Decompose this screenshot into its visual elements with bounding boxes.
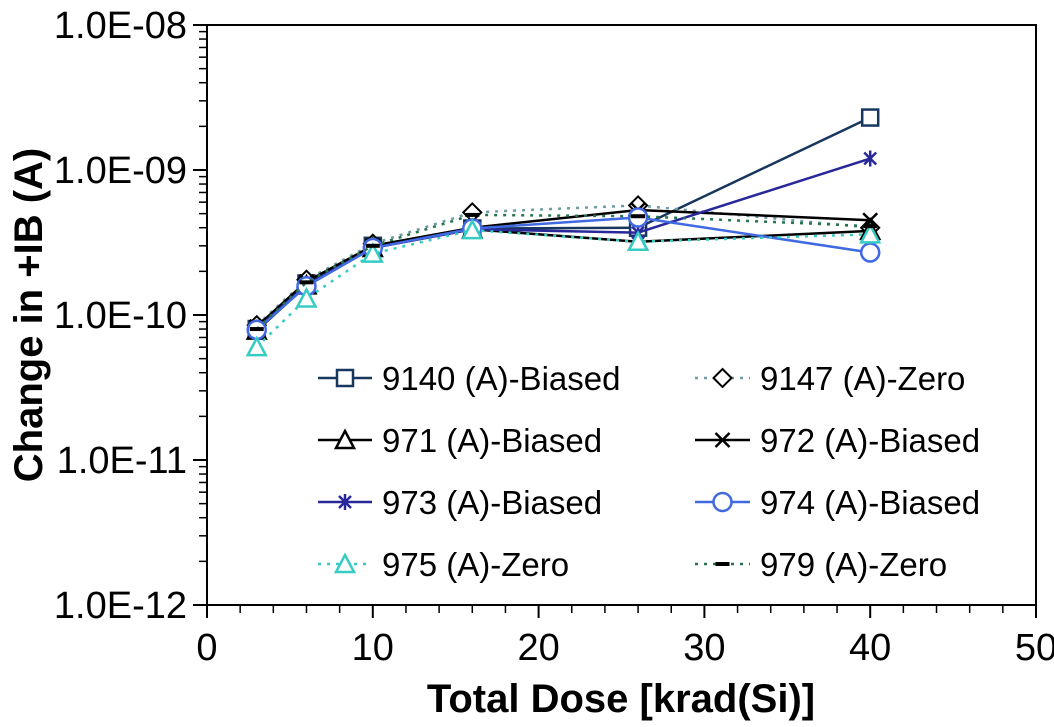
- series-line: [255, 157, 871, 330]
- legend-label: 9140 (A)-Biased: [382, 360, 620, 397]
- legend-item-979: 979 (A)-Zero: [695, 546, 947, 583]
- x-axis-title: Total Dose [krad(Si)]: [427, 677, 815, 721]
- legend-label: 974 (A)-Biased: [760, 484, 980, 521]
- marker-circle: [859, 242, 881, 263]
- marker-square: [860, 108, 880, 127]
- marker-triangle: [461, 218, 484, 240]
- series-line: [255, 213, 871, 330]
- y-tick-label: 1.0E-08: [54, 5, 187, 47]
- marker-square: [335, 368, 355, 388]
- marker-triangle: [245, 335, 268, 357]
- legend-item-9147: 9147 (A)-Zero: [695, 360, 965, 397]
- y-tick-label: 1.0E-10: [54, 295, 187, 337]
- y-axis-title: Change in +IB (A): [7, 148, 51, 482]
- x-tick-label: 40: [849, 627, 891, 669]
- legend-label: 975 (A)-Zero: [382, 546, 569, 583]
- legend-label: 979 (A)-Zero: [760, 546, 947, 583]
- marker-triangle: [627, 230, 650, 252]
- marker-triangle: [333, 552, 357, 574]
- marker-x: [714, 432, 731, 448]
- x-tick-label: 50: [1015, 627, 1054, 669]
- legend-label: 973 (A)-Biased: [382, 484, 602, 521]
- marker-asterisk: [338, 494, 352, 510]
- marker-triangle: [333, 428, 357, 450]
- series-971: [245, 217, 882, 340]
- legend-item-975: 975 (A)-Zero: [318, 546, 569, 583]
- y-tick-label: 1.0E-12: [54, 585, 187, 627]
- series-973: [249, 150, 878, 338]
- marker-asterisk: [863, 150, 878, 167]
- marker-triangle: [295, 286, 318, 308]
- x-tick-label: 20: [517, 627, 559, 669]
- marker-triangle: [361, 241, 384, 263]
- marker-circle: [712, 491, 733, 513]
- y-tick-label: 1.0E-09: [54, 150, 187, 192]
- legend-label: 972 (A)-Biased: [760, 422, 980, 459]
- legend-label: 9147 (A)-Zero: [760, 360, 965, 397]
- series-975: [245, 218, 882, 357]
- series-line: [255, 228, 871, 349]
- x-tick-label: 10: [352, 627, 394, 669]
- x-tick-label: 30: [683, 627, 725, 669]
- legend-item-9140: 9140 (A)-Biased: [318, 360, 620, 397]
- x-tick-label: 0: [196, 627, 217, 669]
- legend-item-973: 973 (A)-Biased: [318, 484, 602, 521]
- legend-label: 971 (A)-Biased: [382, 422, 602, 459]
- legend-item-971: 971 (A)-Biased: [318, 422, 602, 459]
- series-line: [255, 228, 871, 332]
- series-line: [255, 216, 871, 331]
- y-tick-label: 1.0E-11: [57, 440, 187, 482]
- marker-diamond: [712, 367, 733, 389]
- legend-item-974: 974 (A)-Biased: [695, 484, 980, 521]
- series-979: [249, 212, 878, 332]
- marker-triangle: [859, 222, 882, 244]
- legend-item-972: 972 (A)-Biased: [695, 422, 980, 459]
